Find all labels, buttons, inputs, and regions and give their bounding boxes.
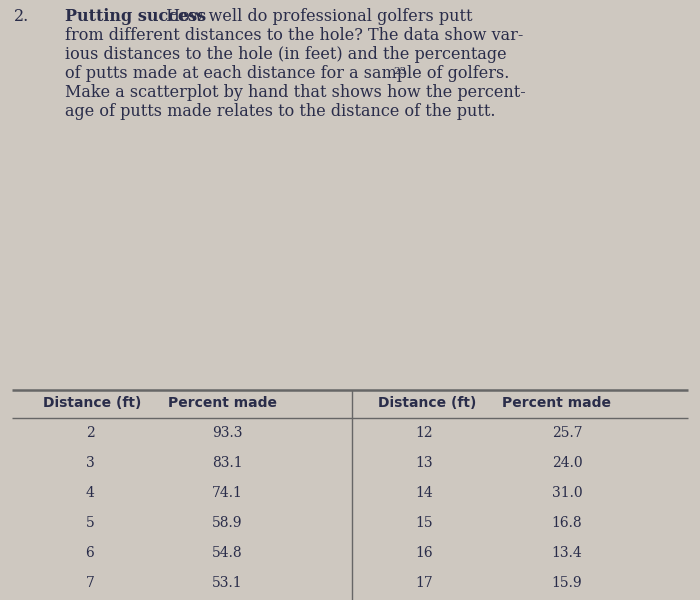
Text: 74.1: 74.1	[211, 486, 242, 500]
Text: 53.1: 53.1	[211, 576, 242, 590]
Text: 5: 5	[85, 516, 94, 530]
Text: 58.9: 58.9	[211, 516, 242, 530]
Text: 16: 16	[415, 546, 433, 560]
Text: from different distances to the hole? The data show var-: from different distances to the hole? Th…	[65, 27, 524, 44]
Text: 16.8: 16.8	[552, 516, 582, 530]
Text: 15.9: 15.9	[552, 576, 582, 590]
Text: 13.4: 13.4	[552, 546, 582, 560]
Text: Distance (ft): Distance (ft)	[378, 396, 476, 410]
Text: 23: 23	[393, 67, 406, 76]
Text: Putting success: Putting success	[65, 8, 206, 25]
Text: 25.7: 25.7	[552, 426, 582, 440]
Text: of putts made at each distance for a sample of golfers.: of putts made at each distance for a sam…	[65, 65, 510, 82]
Text: 15: 15	[415, 516, 433, 530]
Text: age of putts made relates to the distance of the putt.: age of putts made relates to the distanc…	[65, 103, 496, 120]
Text: 6: 6	[85, 546, 94, 560]
Text: 54.8: 54.8	[211, 546, 242, 560]
Text: 3: 3	[85, 456, 94, 470]
Text: Percent made: Percent made	[503, 396, 612, 410]
Text: 24.0: 24.0	[552, 456, 582, 470]
Text: 7: 7	[85, 576, 94, 590]
Text: 17: 17	[415, 576, 433, 590]
Text: ious distances to the hole (in feet) and the percentage: ious distances to the hole (in feet) and…	[65, 46, 507, 63]
Text: 14: 14	[415, 486, 433, 500]
Text: 13: 13	[415, 456, 433, 470]
Text: 93.3: 93.3	[211, 426, 242, 440]
Text: Percent made: Percent made	[167, 396, 276, 410]
Text: 31.0: 31.0	[552, 486, 582, 500]
Text: How well do professional golfers putt: How well do professional golfers putt	[161, 8, 473, 25]
Text: Distance (ft): Distance (ft)	[43, 396, 141, 410]
Text: 4: 4	[85, 486, 94, 500]
Text: 2: 2	[85, 426, 94, 440]
Text: Make a scatterplot by hand that shows how the percent-: Make a scatterplot by hand that shows ho…	[65, 84, 526, 101]
Text: 2.: 2.	[14, 8, 29, 25]
Text: 83.1: 83.1	[211, 456, 242, 470]
Text: 12: 12	[415, 426, 433, 440]
